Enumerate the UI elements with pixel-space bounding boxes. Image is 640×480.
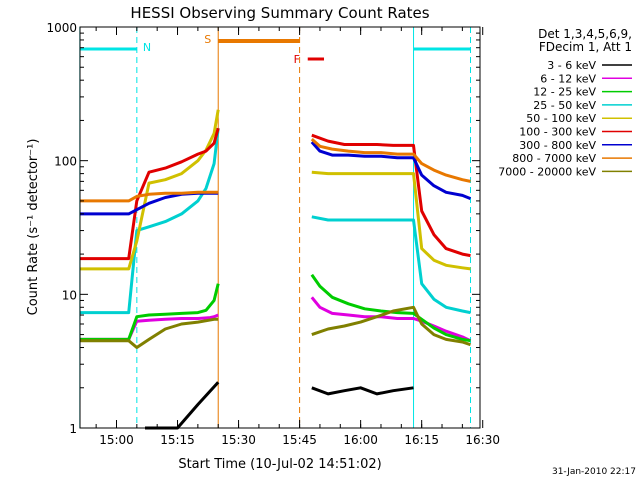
legend-header-2: FDecim 1, Att 1 bbox=[539, 40, 632, 54]
series-line-100-300-kev-seg1 bbox=[311, 133, 471, 258]
series-line-6-12-kev-seg1 bbox=[310, 296, 472, 343]
y-tick-label-100: 100 bbox=[54, 155, 77, 169]
x-tick-label-16:30: 16:30 bbox=[465, 433, 500, 447]
legend-label-2: 12 - 25 keV bbox=[533, 86, 596, 99]
y-tick-label-1000: 1000 bbox=[46, 21, 77, 35]
x-axis-label: Start Time (10-Jul-02 14:51:02) bbox=[178, 457, 381, 472]
legend-header-1: Det 1,3,4,5,6,9, bbox=[538, 27, 632, 41]
series-line-6-12-kev-seg0 bbox=[79, 313, 219, 341]
legend-label-4: 50 - 100 keV bbox=[526, 112, 596, 125]
annotation-F: F bbox=[294, 53, 300, 66]
x-tick-label-15:45: 15:45 bbox=[282, 433, 317, 447]
x-axis: 15:00 15:15 15:30 15:45 16:00 16:15 16:30 bbox=[95, 27, 500, 447]
series-line-25-50-kev-seg0 bbox=[79, 128, 220, 315]
legend-label-6: 300 - 800 keV bbox=[519, 139, 596, 152]
x-tick-label-15:00: 15:00 bbox=[99, 433, 134, 447]
y-axis: 1 10 100 1000 bbox=[46, 21, 480, 436]
chart-title: HESSI Observing Summary Count Rates bbox=[130, 4, 429, 22]
series-line-7000-20000-kev-seg1 bbox=[311, 305, 471, 347]
series-line-12-25-kev-seg0 bbox=[79, 283, 220, 341]
timestamp: 31-Jan-2010 22:17 bbox=[552, 467, 636, 477]
legend-label-7: 800 - 7000 keV bbox=[512, 152, 596, 165]
series-line-800-7000-kev-seg1 bbox=[310, 137, 471, 183]
series-line-12-25-kev-seg1 bbox=[310, 273, 471, 343]
series-line-100-300-kev-seg0 bbox=[79, 127, 220, 261]
annotation-N: N bbox=[143, 41, 151, 54]
x-tick-label-16:00: 16:00 bbox=[343, 433, 378, 447]
legend-label-3: 25 - 50 keV bbox=[533, 99, 596, 112]
series-line-3-6-kev-seg1 bbox=[311, 386, 414, 396]
y-tick-label-1: 1 bbox=[69, 422, 77, 436]
x-tick-label-15:15: 15:15 bbox=[160, 433, 195, 447]
series-line-300-800-kev-seg0 bbox=[79, 191, 219, 216]
legend-label-0: 3 - 6 keV bbox=[547, 59, 596, 72]
x-tick-label-15:30: 15:30 bbox=[221, 433, 256, 447]
legend-label-5: 100 - 300 keV bbox=[519, 126, 596, 139]
series-line-3-6-kev-seg0 bbox=[145, 381, 220, 430]
series-line-50-100-kev-seg0 bbox=[79, 109, 220, 271]
series-line-300-800-kev-seg1 bbox=[310, 141, 472, 200]
x-tick-label-16:15: 16:15 bbox=[404, 433, 439, 447]
series-line-50-100-kev-seg1 bbox=[311, 170, 471, 271]
legend: Det 1,3,4,5,6,9, FDecim 1, Att 1 3 - 6 k… bbox=[498, 27, 632, 178]
series-line-7000-20000-kev-seg0 bbox=[79, 317, 219, 349]
series-layer bbox=[79, 109, 472, 430]
y-axis-label: Count Rate (s⁻¹ detector⁻¹) bbox=[26, 139, 41, 316]
series-line-25-50-kev-seg1 bbox=[311, 215, 471, 315]
annotations: N S F bbox=[143, 33, 300, 66]
legend-label-1: 6 - 12 keV bbox=[540, 72, 596, 85]
series-line-800-7000-kev-seg0 bbox=[79, 190, 219, 203]
annotation-S: S bbox=[204, 33, 211, 46]
legend-label-8: 7000 - 20000 keV bbox=[498, 165, 596, 178]
plot-frame bbox=[79, 26, 481, 429]
y-tick-label-10: 10 bbox=[62, 288, 77, 302]
